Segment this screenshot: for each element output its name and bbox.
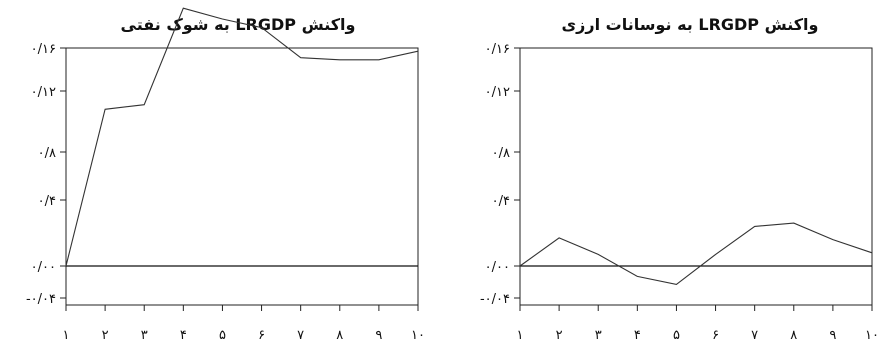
left-x-tick-label: ۸ <box>336 328 343 343</box>
right-chart-panel: واکنش LRGDP به نوسانات ارزی -۰/۰۴ ۰/۰۰ ۰/۴… <box>480 15 879 343</box>
right-x-tick-label: ۸ <box>790 328 797 343</box>
right-y-tick-label: ۰/۴ <box>492 194 510 209</box>
left-y-tick-label: -۰/۰۴ <box>26 292 56 307</box>
right-chart-title: واکنش LRGDP به نوسانات ارزی <box>562 15 819 34</box>
right-y-tick-label: ۰/۸ <box>492 146 510 161</box>
right-x-tick-label: ۶ <box>712 328 719 343</box>
left-chart-panel: واکنش LRGDP به شوک نفتی -۰/۰۴ ۰/۰۰ ۰/۴ ۰/۸ ۰… <box>26 7 425 343</box>
left-x-tick-label: ۳ <box>141 328 148 343</box>
right-x-tick-label: ۱۰ <box>865 328 879 343</box>
right-y-tick-label: -۰/۰۴ <box>480 292 510 307</box>
right-plot-layer: -۰/۰۴ ۰/۰۰ ۰/۴ ۰/۸ ۰/۱۲ ۰/۱۶ ۱ ۲ ۳ ۴ ۵ ۶ ۷ ۸ ۹ ۱۰ <box>480 42 879 343</box>
left-plot-frame <box>65 47 419 306</box>
right-series-line <box>519 222 873 285</box>
right-x-tick-label: ۱ <box>517 328 524 343</box>
right-y-tick-label: ۰/۱۶ <box>485 42 510 57</box>
right-y-tick-label: ۰/۱۲ <box>485 85 510 100</box>
right-x-tick-label: ۵ <box>673 328 680 343</box>
left-y-tick-label: ۰/۸ <box>38 146 56 161</box>
left-x-tick-label: ۱ <box>63 328 70 343</box>
left-x-tick-label: ۵ <box>219 328 226 343</box>
left-x-tick-label: ۶ <box>258 328 265 343</box>
right-x-tick-label: ۲ <box>556 328 563 343</box>
left-y-tick-label: ۰/۱۶ <box>31 42 56 57</box>
left-y-tick-label: ۰/۴ <box>38 194 56 209</box>
left-x-tick-label: ۹ <box>375 328 382 343</box>
left-x-tick-label: ۴ <box>180 328 187 343</box>
left-x-tick-label: ۷ <box>297 328 304 343</box>
left-y-tick-label: ۰/۱۲ <box>31 85 56 100</box>
left-x-tick-label: ۱۰ <box>411 328 425 343</box>
right-x-tick-label: ۳ <box>595 328 602 343</box>
left-chart-title: واکنش LRGDP به شوک نفتی <box>121 15 356 34</box>
right-plot-frame <box>519 47 873 306</box>
left-y-tick-label: ۰/۰۰ <box>31 260 56 275</box>
left-plot-layer: -۰/۰۴ ۰/۰۰ ۰/۴ ۰/۸ ۰/۱۲ ۰/۱۶ ۱ ۲ ۳ ۴ ۵ ۶ ۷ ۸ ۹ ۱۰ <box>26 7 425 343</box>
right-y-tick-label: ۰/۰۰ <box>485 260 510 275</box>
right-x-tick-label: ۴ <box>634 328 641 343</box>
left-x-tick-label: ۲ <box>102 328 109 343</box>
right-x-tick-label: ۷ <box>751 328 758 343</box>
right-x-tick-label: ۹ <box>829 328 836 343</box>
left-series-line <box>65 7 419 267</box>
